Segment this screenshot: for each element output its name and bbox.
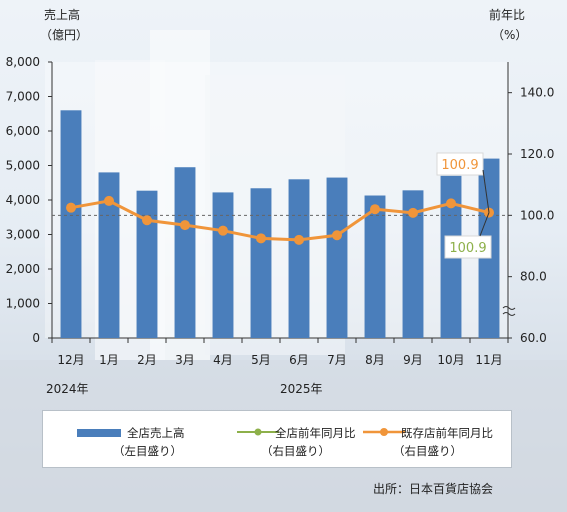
point-existing-store-yoy <box>66 202 76 213</box>
callout-box-all <box>444 235 492 259</box>
x-tick-label: 5月 <box>251 353 271 367</box>
bar-all-store-sales <box>60 110 82 338</box>
legend-label-existing-yoy: 既存店前年同月比 <box>401 426 493 440</box>
legend-sub-all-yoy: （右目盛り） <box>261 444 330 458</box>
left-tick-label: 6,000 <box>6 124 40 138</box>
x-tick-label: 7月 <box>327 353 347 367</box>
bar-all-store-sales <box>250 188 272 338</box>
x-tick-label: 11月 <box>475 353 502 367</box>
right-tick-label: 140.0 <box>520 86 554 100</box>
bar-all-store-sales <box>98 172 120 338</box>
left-tick-label: 2,000 <box>6 262 40 276</box>
left-axis-unit: （億円） <box>40 28 89 42</box>
legend: 全店売上高 （左目盛り） 全店前年同月比 （右目盛り） 既存店前年同月比 （右目… <box>42 410 512 468</box>
bar-all-store-sales <box>402 190 424 338</box>
x-tick-label: 12月 <box>57 353 84 367</box>
left-tick-label: 0 <box>32 331 40 345</box>
source-note: 出所：日本百貨店協会 <box>373 482 494 496</box>
legend-label-all-yoy: 全店前年同月比 <box>275 426 356 440</box>
year-label-2025: 2025年 <box>280 382 323 396</box>
left-tick-label: 1,000 <box>6 297 40 311</box>
left-tick-label: 5,000 <box>6 159 40 173</box>
callout-box-existing <box>436 152 484 176</box>
point-existing-store-yoy <box>332 230 342 241</box>
axis-break-mark <box>502 312 516 316</box>
x-tick-label: 1月 <box>99 353 119 367</box>
point-existing-store-yoy <box>142 215 152 226</box>
right-tick-label: 80.0 <box>520 270 547 284</box>
x-tick-label: 6月 <box>289 353 309 367</box>
legend-sub-existing-yoy: （右目盛り） <box>393 444 462 458</box>
left-tick-label: 4,000 <box>6 193 40 207</box>
right-tick-label: 120.0 <box>520 147 554 161</box>
bar-all-store-sales <box>136 190 158 338</box>
year-label-2024: 2024年 <box>46 382 89 396</box>
right-tick-label: 60.0 <box>520 331 547 345</box>
left-tick-label: 7,000 <box>6 90 40 104</box>
bar-all-store-sales <box>212 192 234 338</box>
bar-all-store-sales <box>288 179 310 338</box>
legend-swatch-bar <box>77 429 121 437</box>
right-tick-label: 100.0 <box>520 208 554 222</box>
point-existing-store-yoy <box>104 195 114 206</box>
legend-label-all-sales: 全店売上高 <box>127 426 185 440</box>
left-tick-label: 8,000 <box>6 55 40 69</box>
x-tick-label: 2月 <box>137 353 157 367</box>
callout-existing-value: 100.9 <box>441 158 478 173</box>
x-tick-label: 3月 <box>175 353 195 367</box>
point-existing-store-yoy <box>294 234 304 245</box>
left-tick-label: 3,000 <box>6 228 40 242</box>
callout-all-value: 100.9 <box>449 241 486 256</box>
point-existing-store-yoy <box>256 233 266 244</box>
bar-all-store-sales <box>364 195 386 338</box>
x-tick-label: 10月 <box>437 353 464 367</box>
line-all-store-yoy <box>70 199 490 241</box>
x-tick-label: 8月 <box>365 353 385 367</box>
left-axis-title: 売上高 <box>44 8 81 22</box>
bar-all-store-sales <box>174 167 196 338</box>
right-axis-title: 前年比 <box>489 8 526 22</box>
bar-all-store-sales <box>326 177 348 338</box>
x-tick-label: 9月 <box>403 353 423 367</box>
callout-leader-existing <box>482 169 490 213</box>
point-existing-store-yoy <box>180 220 190 231</box>
x-tick-label: 4月 <box>213 353 233 367</box>
right-axis-unit: （%） <box>492 28 528 42</box>
point-existing-store-yoy <box>218 225 228 236</box>
plot-area <box>45 62 510 338</box>
point-existing-store-yoy <box>446 198 456 209</box>
callout-leader-all <box>479 212 490 237</box>
legend-swatch-green-line <box>237 428 279 436</box>
legend-swatch-orange-line <box>363 428 405 436</box>
legend-sub-all-sales: （左目盛り） <box>113 444 182 458</box>
axis-break-mark <box>502 306 516 310</box>
point-existing-store-yoy <box>370 204 380 215</box>
line-existing-store-yoy <box>70 199 490 242</box>
point-existing-store-yoy <box>408 207 418 218</box>
